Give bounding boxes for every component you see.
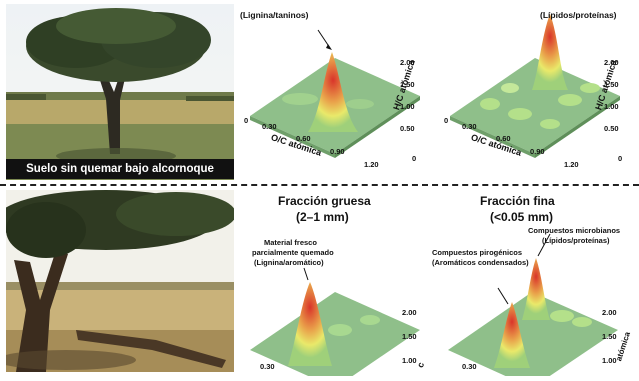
coarse-peak <box>288 282 332 366</box>
annotation-line: Compuestos microbianos <box>528 226 621 235</box>
annotation-line: Compuestos pirogénicos <box>432 248 523 257</box>
vk-plot-top-right: (Lípidos/proteínas) 0 0.30 0.60 0.90 1.2… <box>440 4 636 180</box>
y-tick: 1.50 <box>400 80 415 89</box>
pyrogenic-peak <box>494 302 530 368</box>
x-tick: 0 <box>444 116 449 125</box>
x-tick: 0.30 <box>262 122 277 131</box>
photo-caption: Suelo sin quemar bajo alcornoque <box>6 159 234 179</box>
vk-plot-top-left: (Lignina/taninos) 0 0.30 0.60 0.90 1.20 … <box>240 4 430 180</box>
y-tick: 1.00 <box>400 102 415 111</box>
y-tick: 0 <box>412 154 417 163</box>
x-tick: 1.20 <box>364 160 379 169</box>
x-tick: 0.30 <box>462 362 477 371</box>
section-subtitle: (2–1 mm) <box>296 210 349 224</box>
surface-plane <box>448 292 618 381</box>
microbial-peak <box>522 258 550 320</box>
annotation-line: (Lípidos/proteínas) <box>542 236 610 245</box>
section-subtitle: (<0.05 mm) <box>490 210 554 224</box>
y-tick: 2.00 <box>604 58 619 67</box>
x-tick: 0.60 <box>496 134 511 143</box>
x-tick: 0 <box>244 116 249 125</box>
cork-oak-photo-bottom <box>6 190 234 372</box>
y-tick: 2.00 <box>402 308 417 317</box>
peak-label: (Lignina/taninos) <box>240 10 309 20</box>
x-tick: 0.90 <box>530 147 545 156</box>
annotation-line: (Lignina/aromático) <box>254 258 324 267</box>
y-tick: 2.00 <box>400 58 415 67</box>
annotation-line: Material fresco <box>264 238 317 247</box>
y-tick: 1.00 <box>402 356 417 365</box>
annotation-line: parcialmente quemado <box>252 248 334 257</box>
section-title: Fracción fina <box>480 194 555 208</box>
y-tick: 1.00 <box>604 102 619 111</box>
vk-plot-coarse: Fracción gruesa (2–1 mm) Material fresco… <box>240 190 430 381</box>
y-tick: 0.50 <box>400 124 415 133</box>
y-tick: 0 <box>618 154 623 163</box>
section-title: Fracción gruesa <box>278 194 371 208</box>
y-tick: 2.00 <box>602 308 617 317</box>
x-tick: 0.90 <box>330 147 345 156</box>
vk-plot-fine: Fracción fina (<0.05 mm) Compuestos piro… <box>432 190 638 381</box>
x-tick: 0.60 <box>296 134 311 143</box>
surface-plane <box>450 58 620 154</box>
section-divider <box>0 184 639 186</box>
lignin-peak <box>308 52 358 132</box>
x-tick: 0.30 <box>462 122 477 131</box>
cork-oak-photo-top <box>6 4 234 180</box>
lipid-peak <box>532 14 568 90</box>
y-tick: 1.00 <box>602 356 617 365</box>
peak-label: (Lípidos/proteínas) <box>540 10 617 20</box>
y-tick: 0.50 <box>604 124 619 133</box>
x-tick: 0.30 <box>260 362 275 371</box>
y-tick: 1.50 <box>604 80 619 89</box>
annotation-line: (Aromáticos condensados) <box>432 258 529 267</box>
x-tick: 1.20 <box>564 160 579 169</box>
y-tick: 1.50 <box>402 332 417 341</box>
y-tick: 1.50 <box>602 332 617 341</box>
